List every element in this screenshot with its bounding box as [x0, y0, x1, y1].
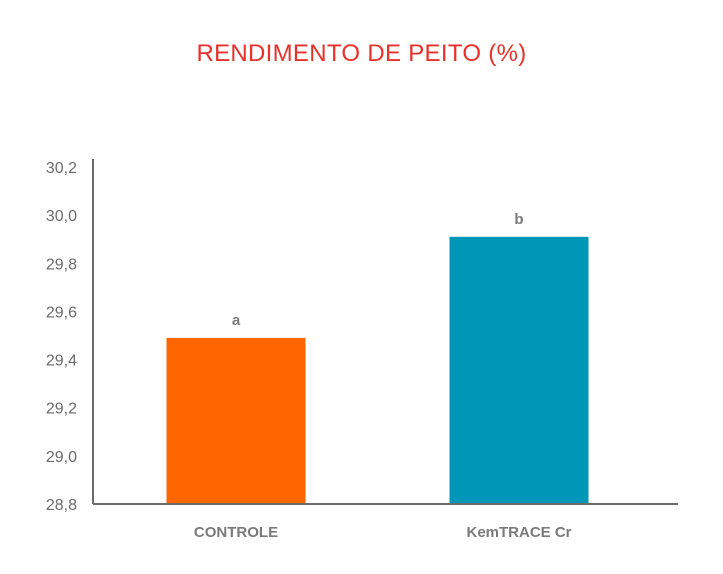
y-tick-label: 29,6	[46, 304, 77, 321]
y-axis-tick-labels: 28,8 29,0 29,2 29,4 29,6 29,8 30,0 30,2	[46, 160, 77, 514]
y-tick-label: 29,2	[46, 401, 77, 418]
bar-kemtrace-cr	[449, 236, 589, 505]
y-tick-label: 30,0	[46, 208, 77, 225]
bar-data-label: b	[514, 211, 523, 228]
y-tick-label: 29,0	[46, 449, 77, 466]
data-labels: ab	[232, 211, 524, 329]
bars	[166, 236, 589, 505]
bar-controle	[166, 337, 306, 504]
x-category-label: KemTRACE Cr	[466, 524, 571, 541]
y-tick-label: 29,8	[46, 256, 77, 273]
bar-data-label: a	[232, 312, 241, 329]
y-tick-label: 29,4	[46, 353, 77, 370]
x-axis-category-labels: CONTROLE KemTRACE Cr	[194, 524, 572, 541]
y-tick-label: 28,8	[46, 497, 77, 514]
chart-title: RENDIMENTO DE PEITO (%)	[196, 40, 527, 67]
y-tick-label: 30,2	[46, 160, 77, 177]
x-category-label: CONTROLE	[194, 524, 278, 541]
